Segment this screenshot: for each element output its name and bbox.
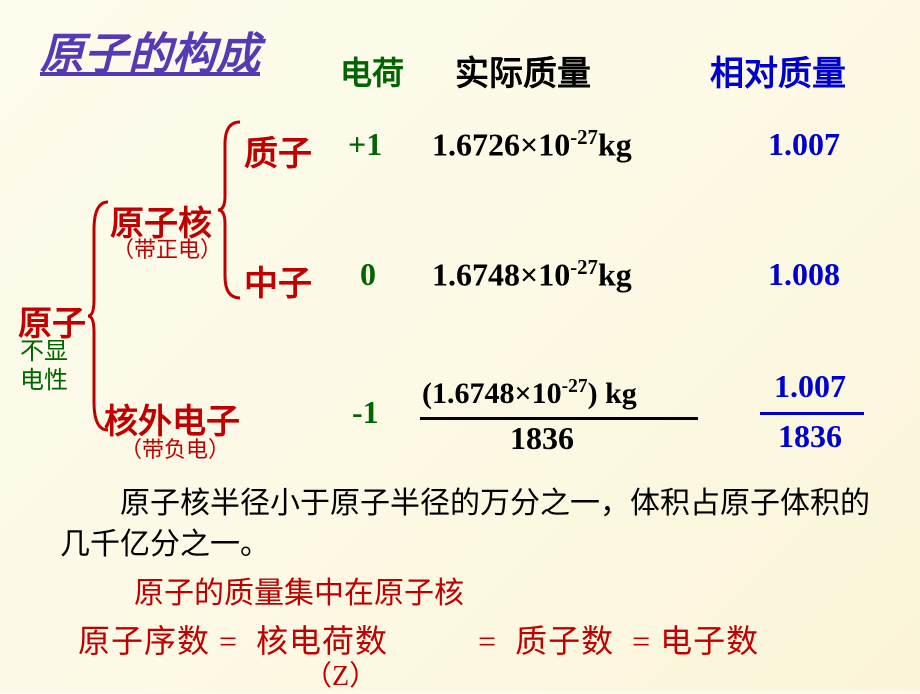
- note-mass-center: 原子的质量集中在原子核: [134, 568, 464, 612]
- electron-cloud-sublabel: （带负电）: [120, 432, 230, 464]
- neutron-mass: 1.6748×10-27kg: [432, 256, 632, 294]
- atom-sublabel: 不显 电性: [20, 338, 68, 396]
- proton-relmass: 1.007: [768, 126, 840, 163]
- proton-mass: 1.6726×10-27kg: [432, 126, 632, 164]
- electron-relmass-numerator: 1.007: [774, 368, 846, 405]
- electron-charge: -1: [352, 394, 379, 431]
- header-actual-mass: 实际质量: [455, 46, 591, 95]
- header-charge: 电荷: [340, 48, 404, 94]
- nucleus-sublabel: （带正电）: [112, 232, 222, 264]
- note-radius: 原子核半径小于原子半径的万分之一，体积占原子体积的几千亿分之一。: [60, 484, 880, 565]
- header-relative-mass: 相对质量: [710, 46, 846, 95]
- slide-title: 原子的构成: [40, 18, 260, 82]
- neutron-charge: 0: [360, 256, 376, 293]
- proton-label: 质子: [244, 126, 312, 175]
- note-equation-z: （Z）: [304, 654, 377, 694]
- proton-charge: +1: [348, 126, 382, 163]
- electron-mass-numerator: (1.6748×10-27) kg: [422, 376, 637, 411]
- neutron-label: 中子: [244, 256, 312, 305]
- note-equation: 原子序数 = 核电荷数 = 质子数 = 电子数: [78, 616, 759, 662]
- electron-relmass-fraction-bar: [760, 412, 864, 415]
- electron-mass-denominator: 1836: [510, 420, 574, 457]
- electron-relmass-denominator: 1836: [778, 418, 842, 455]
- brace-nucleus: [218, 120, 242, 300]
- brace-atom: [88, 200, 110, 432]
- neutron-relmass: 1.008: [768, 256, 840, 293]
